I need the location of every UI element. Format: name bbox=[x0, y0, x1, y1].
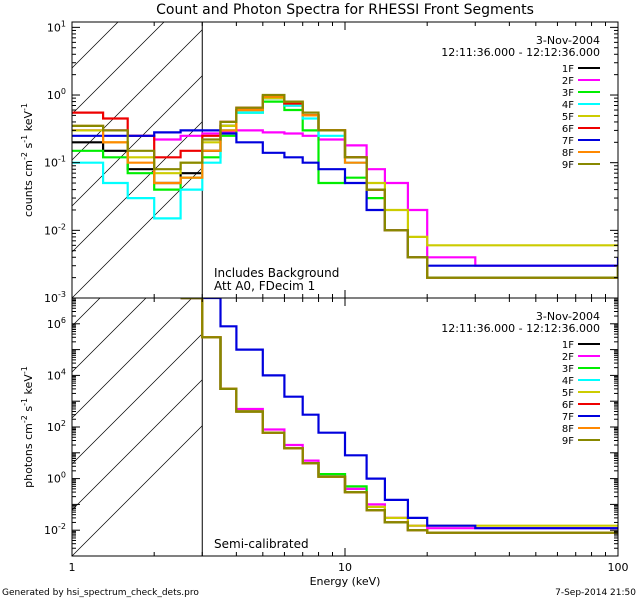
top-y-tick-label: 100 bbox=[47, 87, 66, 102]
hatch-line bbox=[72, 29, 203, 161]
legend-label-3F: 3F bbox=[562, 364, 574, 375]
top-annotation: Att A0, FDecim 1 bbox=[214, 279, 315, 293]
top-series-9F bbox=[72, 93, 618, 279]
hatch-line bbox=[72, 379, 203, 511]
bottom-series-7F bbox=[180, 298, 618, 530]
bottom-y-tick-label: 104 bbox=[47, 367, 66, 382]
legend-label-8F: 8F bbox=[562, 424, 574, 435]
top-series-2F bbox=[72, 129, 618, 267]
hatch-line bbox=[72, 22, 119, 69]
top-y-axis-label: counts cm-2 s-1 keV-1 bbox=[20, 103, 35, 217]
hatch-line bbox=[72, 333, 203, 465]
bottom-x-axis-label: Energy (keV) bbox=[310, 575, 381, 588]
hatch-line bbox=[72, 298, 147, 373]
bottom-annotation: Semi-calibrated bbox=[214, 537, 309, 551]
legend-label-5F: 5F bbox=[562, 388, 574, 399]
legend-label-4F: 4F bbox=[562, 376, 574, 387]
legend-label-2F: 2F bbox=[562, 352, 574, 363]
legend-label-7F: 7F bbox=[562, 136, 574, 147]
bottom-y-axis-label: photons cm-2 s-1 keV-1 bbox=[20, 366, 35, 488]
hatch-line bbox=[72, 12, 202, 142]
legend-label-9F: 9F bbox=[562, 436, 574, 447]
bottom-series-9F bbox=[180, 298, 618, 534]
bottom-date: 3-Nov-2004 bbox=[536, 310, 600, 323]
top-panel: 10-3 10-2 10-1 100 101 counts cm-2 s-1 keV-1 3… bbox=[20, 19, 619, 305]
bottom-y-tick-label: 10-2 bbox=[44, 522, 66, 537]
legend-label-3F: 3F bbox=[562, 88, 574, 99]
legend-label-6F: 6F bbox=[562, 124, 574, 135]
bottom-y-ticks bbox=[72, 297, 618, 557]
bottom-y-tick-label: 100 bbox=[47, 471, 66, 486]
bottom-hatch-region bbox=[72, 12, 203, 556]
legend-label-8F: 8F bbox=[562, 148, 574, 159]
hatch-line bbox=[72, 75, 203, 207]
legend-label-7F: 7F bbox=[562, 412, 574, 423]
figure-title: Count and Photon Spectra for RHESSI Fron… bbox=[156, 2, 534, 18]
top-annotation: Includes Background bbox=[214, 266, 339, 280]
bottom-panel: 10-2 100 102 104 106 1 10 100 Energy (keV) photon… bbox=[20, 12, 629, 588]
top-hatch-region bbox=[72, 22, 203, 298]
footer-generated: Generated by hsi_spectrum_check_dets.pro bbox=[2, 588, 199, 598]
legend-label-1F: 1F bbox=[562, 64, 574, 75]
bottom-x-tick-label: 10 bbox=[338, 561, 352, 574]
legend-label-1F: 1F bbox=[562, 340, 574, 351]
top-y-tick-label: 10-1 bbox=[44, 155, 66, 170]
top-y-tick-label: 101 bbox=[47, 19, 66, 34]
hatch-line bbox=[72, 121, 203, 253]
legend-label-2F: 2F bbox=[562, 76, 574, 87]
top-series bbox=[72, 93, 618, 279]
legend-label-5F: 5F bbox=[562, 112, 574, 123]
hatch-line bbox=[72, 298, 101, 327]
top-y-tick-label: 10-3 bbox=[44, 290, 66, 305]
hatch-line bbox=[72, 425, 203, 556]
bottom-series bbox=[180, 298, 618, 534]
bottom-x-ticks bbox=[71, 298, 619, 556]
hatch-line bbox=[72, 22, 165, 115]
legend-label-4F: 4F bbox=[562, 100, 574, 111]
top-time-range: 12:11:36.000 - 12:12:36.000 bbox=[441, 46, 600, 59]
bottom-y-tick-label: 102 bbox=[47, 419, 66, 434]
bottom-frame bbox=[71, 297, 619, 557]
legend-label-6F: 6F bbox=[562, 400, 574, 411]
top-date: 3-Nov-2004 bbox=[536, 34, 600, 47]
hatch-line bbox=[72, 298, 193, 419]
top-y-ticks bbox=[72, 26, 618, 299]
top-x-ticks bbox=[71, 22, 619, 298]
bottom-y-tick-label: 106 bbox=[47, 316, 66, 331]
footer-date: 7-Sep-2014 21:50 bbox=[555, 588, 636, 598]
bottom-x-tick-label: 1 bbox=[69, 561, 76, 574]
top-series-3F bbox=[72, 100, 618, 279]
bottom-x-tick-label: 100 bbox=[608, 561, 629, 574]
bottom-time-range: 12:11:36.000 - 12:12:36.000 bbox=[441, 322, 600, 335]
top-y-tick-label: 10-2 bbox=[44, 222, 66, 237]
legend-label-9F: 9F bbox=[562, 160, 574, 171]
